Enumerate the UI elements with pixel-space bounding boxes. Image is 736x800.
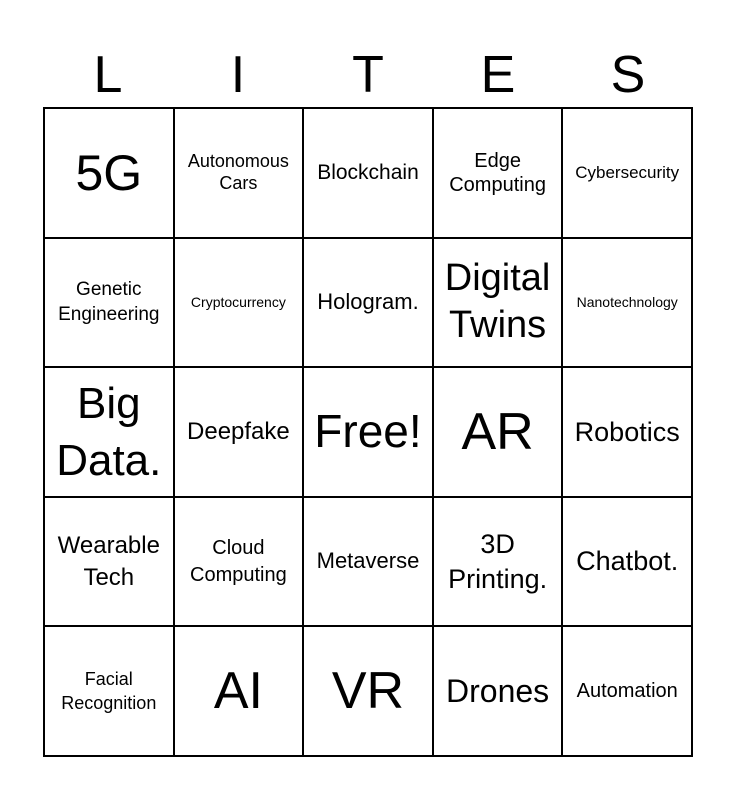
bingo-cell[interactable]: AR [432,367,563,497]
bingo-cell[interactable]: Cybersecurity [562,108,692,238]
bingo-cell[interactable]: Metaverse [303,496,433,627]
bingo-cell[interactable]: Chatbot. [562,496,692,627]
bingo-cell[interactable]: Drones [432,626,563,756]
free-space-cell[interactable]: Free! [303,367,433,497]
bingo-cell[interactable]: Nanotechnology [562,237,692,368]
header-letter: L [93,46,123,104]
bingo-cell[interactable]: 3D Printing. [432,496,563,627]
bingo-header: L I T E S [43,44,693,106]
header-letter: S [610,46,646,104]
bingo-grid: 5G Autonomous Cars Blockchain Edge Compu… [43,107,693,757]
bingo-cell[interactable]: Digital Twins [432,237,563,368]
bingo-cell[interactable]: Blockchain [303,108,433,238]
bingo-cell[interactable]: Automation [562,626,692,756]
bingo-cell[interactable]: Edge Computing [432,108,563,238]
bingo-cell[interactable]: Cryptocurrency [173,237,304,368]
bingo-cell[interactable]: Hologram. [303,237,433,368]
bingo-cell[interactable]: Cloud Computing [173,496,304,627]
bingo-cell[interactable]: VR [303,626,433,756]
bingo-cell[interactable]: Genetic Engineering [44,237,174,368]
bingo-cell[interactable]: Deepfake [173,367,304,497]
bingo-cell[interactable]: Autonomous Cars [173,108,304,238]
bingo-cell[interactable]: AI [173,626,304,756]
bingo-cell[interactable]: Big Data. [44,367,174,497]
bingo-cell[interactable]: Facial Recognition [44,626,174,756]
bingo-cell[interactable]: Wearable Tech [44,496,174,627]
header-letter: I [230,46,246,104]
bingo-cell[interactable]: 5G [44,108,174,238]
header-letter: E [480,46,516,104]
bingo-cell[interactable]: Robotics [562,367,692,497]
header-letter: T [352,46,384,104]
